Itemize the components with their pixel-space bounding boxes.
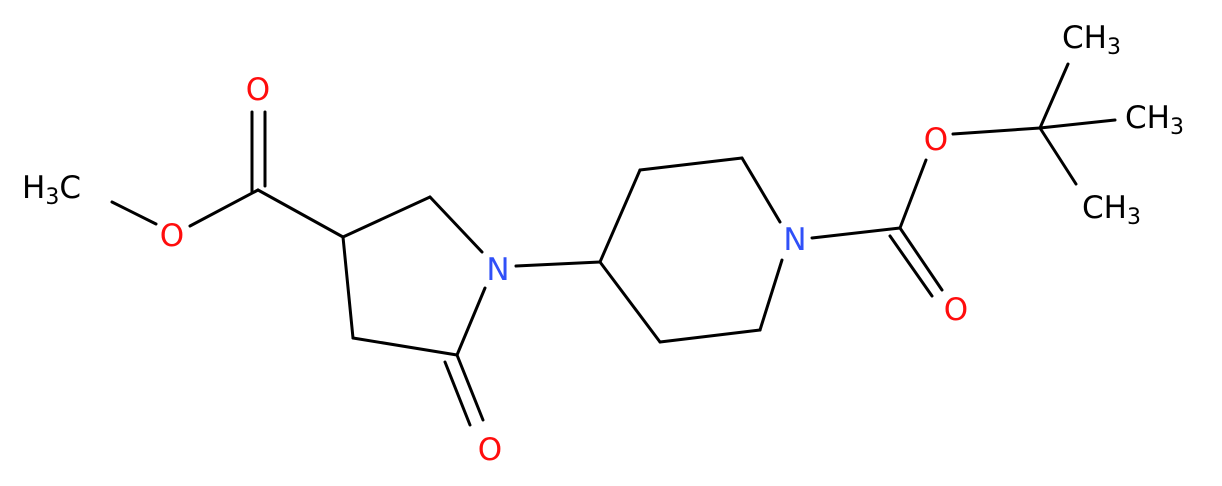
- atom-label: O: [160, 218, 184, 254]
- bond: [514, 260, 602, 268]
- atom-labels: O O H3C N O N O O CH3 CH3 CH3: [22, 20, 1184, 468]
- bond: [898, 226, 944, 292]
- label-main: CH: [1125, 100, 1170, 136]
- bond: [341, 195, 432, 239]
- bond: [110, 200, 158, 226]
- atom-label: O: [924, 122, 948, 158]
- label-sub: 3: [1170, 115, 1184, 140]
- bond: [898, 158, 928, 230]
- bond: [758, 258, 784, 332]
- bond: [598, 168, 642, 264]
- bond: [1038, 126, 1078, 186]
- bonds: [110, 62, 1117, 427]
- bond: [1038, 62, 1070, 130]
- bond: [455, 286, 487, 357]
- label-main: H: [22, 170, 45, 206]
- label-tail: C: [59, 170, 81, 206]
- bond: [951, 126, 1042, 136]
- label-sub: 3: [1127, 205, 1141, 230]
- label-sub: 3: [1107, 35, 1121, 60]
- bond: [443, 360, 472, 427]
- bond: [341, 235, 355, 340]
- atom-label: H3C: [22, 170, 81, 210]
- atom-label: CH3: [1062, 20, 1121, 60]
- label-main: CH: [1062, 20, 1107, 56]
- label-sub: 3: [45, 185, 59, 210]
- bond: [1038, 118, 1117, 130]
- bond: [638, 156, 744, 172]
- bond: [256, 188, 345, 239]
- bond: [455, 353, 485, 422]
- bond: [658, 328, 762, 344]
- atom-label: N: [486, 252, 509, 288]
- bond: [428, 195, 484, 254]
- bond: [740, 156, 782, 224]
- bond: [351, 336, 459, 357]
- label-main: CH: [1082, 190, 1127, 226]
- bond: [598, 260, 662, 344]
- atom-label: CH3: [1082, 190, 1141, 230]
- atom-label: CH3: [1125, 100, 1184, 140]
- atom-label: O: [246, 72, 270, 108]
- atom-label: O: [478, 432, 502, 468]
- bond: [188, 188, 260, 228]
- atom-label: O: [944, 292, 968, 328]
- atom-label: N: [783, 222, 806, 258]
- bond: [810, 226, 902, 240]
- bond: [888, 234, 934, 298]
